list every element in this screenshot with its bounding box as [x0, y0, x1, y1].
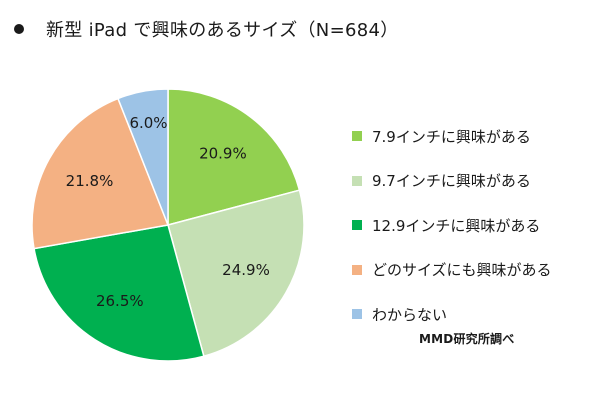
chart-title-row: 新型 iPad で興味のあるサイズ（N=684）	[14, 16, 399, 42]
pie-slice-5	[117, 88, 169, 226]
legend-item-2: 9.7インチに興味がある	[352, 159, 552, 204]
pie-slice-label-1: 20.9%	[199, 145, 247, 163]
pie-slice-labels: 20.9% 24.9% 26.5% 21.8% 6.0%	[66, 114, 270, 310]
legend-item-3: 12.9インチに興味がある	[352, 203, 552, 248]
chart-title: 新型 iPad で興味のあるサイズ（N=684）	[46, 20, 399, 41]
bullet-icon	[14, 24, 24, 34]
pie-slice-4	[31, 97, 170, 250]
pie-slice-label-4: 21.8%	[66, 172, 114, 190]
legend-label-2: 9.7インチに興味がある	[372, 172, 531, 191]
chart-legend: 7.9インチに興味がある 9.7インチに興味がある 12.9インチに興味がある どのサ…	[352, 114, 552, 337]
legend-swatch-2	[352, 175, 362, 186]
legend-label-1: 7.9インチに興味がある	[372, 127, 531, 146]
pie-slice-label-5: 6.0%	[129, 114, 167, 132]
legend-label-3: 12.9インチに興味がある	[372, 216, 541, 235]
legend-label-5: わからない	[372, 305, 448, 324]
legend-swatch-4	[352, 264, 362, 275]
legend-swatch-5	[352, 309, 362, 320]
legend-item-1: 7.9インチに興味がある	[352, 114, 552, 159]
legend-swatch-1	[352, 131, 362, 142]
pie-slice-label-3: 26.5%	[96, 292, 144, 310]
legend-item-4: どのサイズにも興味がある	[352, 248, 552, 293]
pie-slice-2	[167, 189, 305, 358]
legend-label-4: どのサイズにも興味がある	[372, 261, 552, 280]
pie-slice-3	[33, 224, 205, 362]
legend-swatch-3	[352, 220, 362, 231]
legend-item-5: わからない	[352, 292, 552, 337]
source-note: MMD研究所調べ	[419, 332, 515, 346]
pie-slice-label-2: 24.9%	[222, 261, 270, 279]
pie-slices	[31, 88, 305, 362]
pie-slice-1	[167, 88, 301, 226]
